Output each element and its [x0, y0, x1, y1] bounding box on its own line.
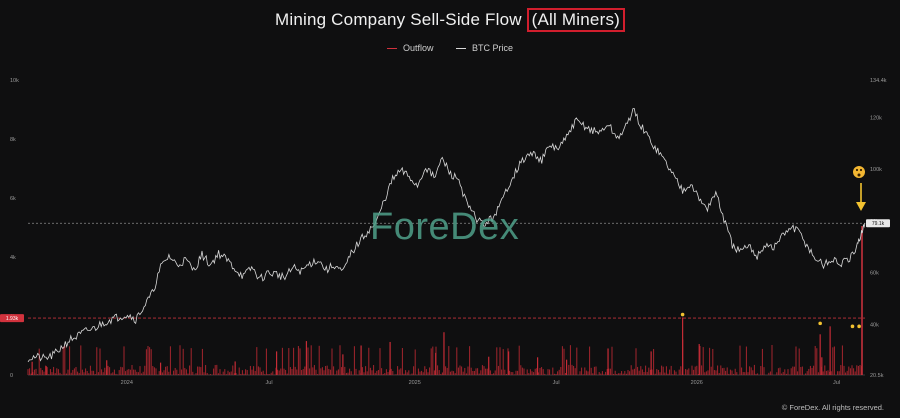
y-right-tick-label: 20.5k [870, 373, 884, 379]
y-right-tick-label: 134.4k [870, 78, 887, 84]
x-tick-label: 2025 [409, 380, 421, 386]
y-left-tick-label: 4k [10, 255, 16, 261]
watermark-logo: ForeDex [370, 206, 520, 248]
legend-swatch-btc-price [456, 47, 466, 50]
highlighted-point [680, 312, 685, 317]
chart-title-main: Mining Company Sell-Side Flow [274, 10, 522, 29]
legend-label-outflow: Outflow [402, 43, 434, 53]
copyright-footer: © ForeDex. All rights reserved. [781, 403, 884, 412]
chart-legend: Outflow BTC Price [0, 43, 900, 53]
chart-title-highlight: (All Miners) [526, 8, 626, 32]
threshold-badge [0, 314, 24, 323]
legend-item-btc-price[interactable]: BTC Price [456, 43, 513, 53]
y-left-tick-label: 10k [10, 78, 19, 84]
y-right-tick-label: 60k [870, 271, 879, 277]
y-left-tick-label: 8k [10, 137, 16, 143]
current-price-badge [866, 219, 890, 228]
y-right-tick-label: 120k [870, 115, 882, 121]
x-tick-label: 2024 [121, 380, 133, 386]
highlighted-point [850, 324, 855, 329]
x-tick-label: Jul [833, 380, 840, 386]
y-right-tick-label: 40k [870, 322, 879, 328]
legend-item-outflow[interactable]: Outflow [386, 43, 434, 53]
face-eye-right [859, 168, 863, 172]
y-left-tick-label: 6k [10, 196, 16, 202]
threshold-label: 1.93k [6, 316, 19, 322]
x-tick-label: Jul [266, 380, 273, 386]
surprised-face-icon [853, 166, 865, 178]
face-eye-left [855, 168, 859, 172]
highlighted-point [857, 324, 861, 329]
current-price-label: 79.1k [872, 221, 885, 227]
btc-price-line [27, 108, 866, 363]
y-right-tick-label: 100k [870, 167, 882, 173]
y-left-tick-label: 0 [10, 373, 13, 379]
legend-swatch-outflow [386, 47, 397, 50]
x-tick-label: 2026 [691, 380, 703, 386]
arrow-down-icon [856, 202, 866, 211]
x-tick-label: Jul [553, 380, 560, 386]
chart-title: Mining Company Sell-Side Flow (All Miner… [0, 8, 900, 32]
legend-label-btc-price: BTC Price [472, 43, 514, 53]
highlighted-point [818, 321, 822, 326]
face-mouth [857, 173, 861, 177]
